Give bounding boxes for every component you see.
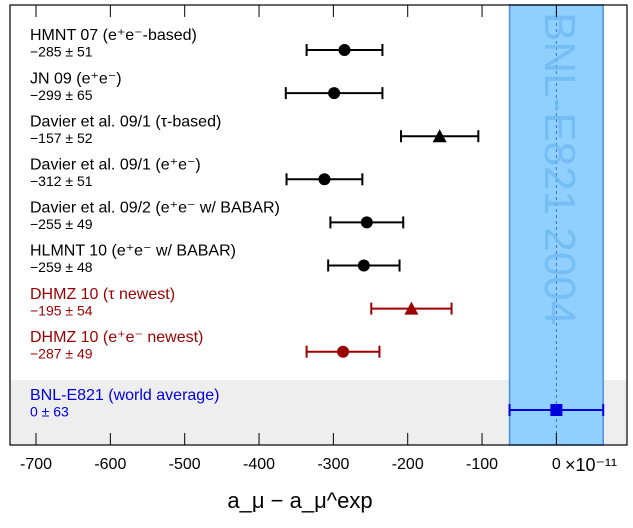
entry-label: BNL-E821 (world average) (30, 387, 219, 404)
entry-label: DHMZ 10 (e⁺e⁻ newest) (30, 329, 203, 346)
entry-value-label: −255 ± 49 (30, 216, 93, 232)
entry-label: Davier et al. 09/1 (e⁺e⁻) (30, 157, 201, 174)
entry-value-label: −285 ± 51 (30, 44, 93, 60)
entry-label: HMNT 07 (e⁺e⁻-based) (30, 27, 197, 44)
entry-value-label: −157 ± 52 (30, 130, 93, 146)
x-tick-label: 0 (552, 456, 561, 473)
x-multiplier: ×10⁻¹¹ (565, 455, 617, 475)
entry-label: Davier et al. 09/2 (e⁺e⁻ w/ BABAR) (30, 200, 280, 217)
entry-value-label: −299 ± 65 (30, 87, 93, 103)
entry-label: JN 09 (e⁺e⁻) (30, 70, 122, 87)
x-tick-label: -700 (20, 456, 52, 473)
x-axis-label: a_μ − a_μ^exp (227, 488, 372, 513)
x-tick-label: -200 (392, 456, 424, 473)
entry-label: Davier et al. 09/1 (τ-based) (30, 113, 221, 130)
entry-label: DHMZ 10 (τ newest) (30, 286, 175, 303)
marker (337, 345, 350, 358)
entry-value-label: −287 ± 49 (30, 345, 93, 361)
entry-label: HLMNT 10 (e⁺e⁻ w/ BABAR) (30, 243, 236, 260)
marker (550, 404, 563, 416)
marker (357, 259, 370, 272)
x-tick-label: -100 (466, 456, 498, 473)
marker (404, 301, 419, 315)
x-tick-label: -500 (169, 456, 201, 473)
entry-value-label: 0 ± 63 (30, 404, 69, 420)
plot-frame (9, 4, 628, 446)
entry-value-label: −312 ± 51 (30, 173, 93, 189)
marker (318, 173, 331, 186)
x-tick-label: -600 (94, 456, 126, 473)
marker (432, 129, 447, 143)
marker (338, 44, 351, 56)
x-tick-label: -400 (243, 456, 275, 473)
marker (360, 216, 373, 229)
x-tick-label: -300 (317, 456, 349, 473)
entry-value-label: −259 ± 48 (30, 259, 93, 275)
marker (328, 87, 341, 100)
entry-value-label: −195 ± 54 (30, 302, 93, 318)
band-label: BNL-E821 2004 (535, 12, 584, 325)
